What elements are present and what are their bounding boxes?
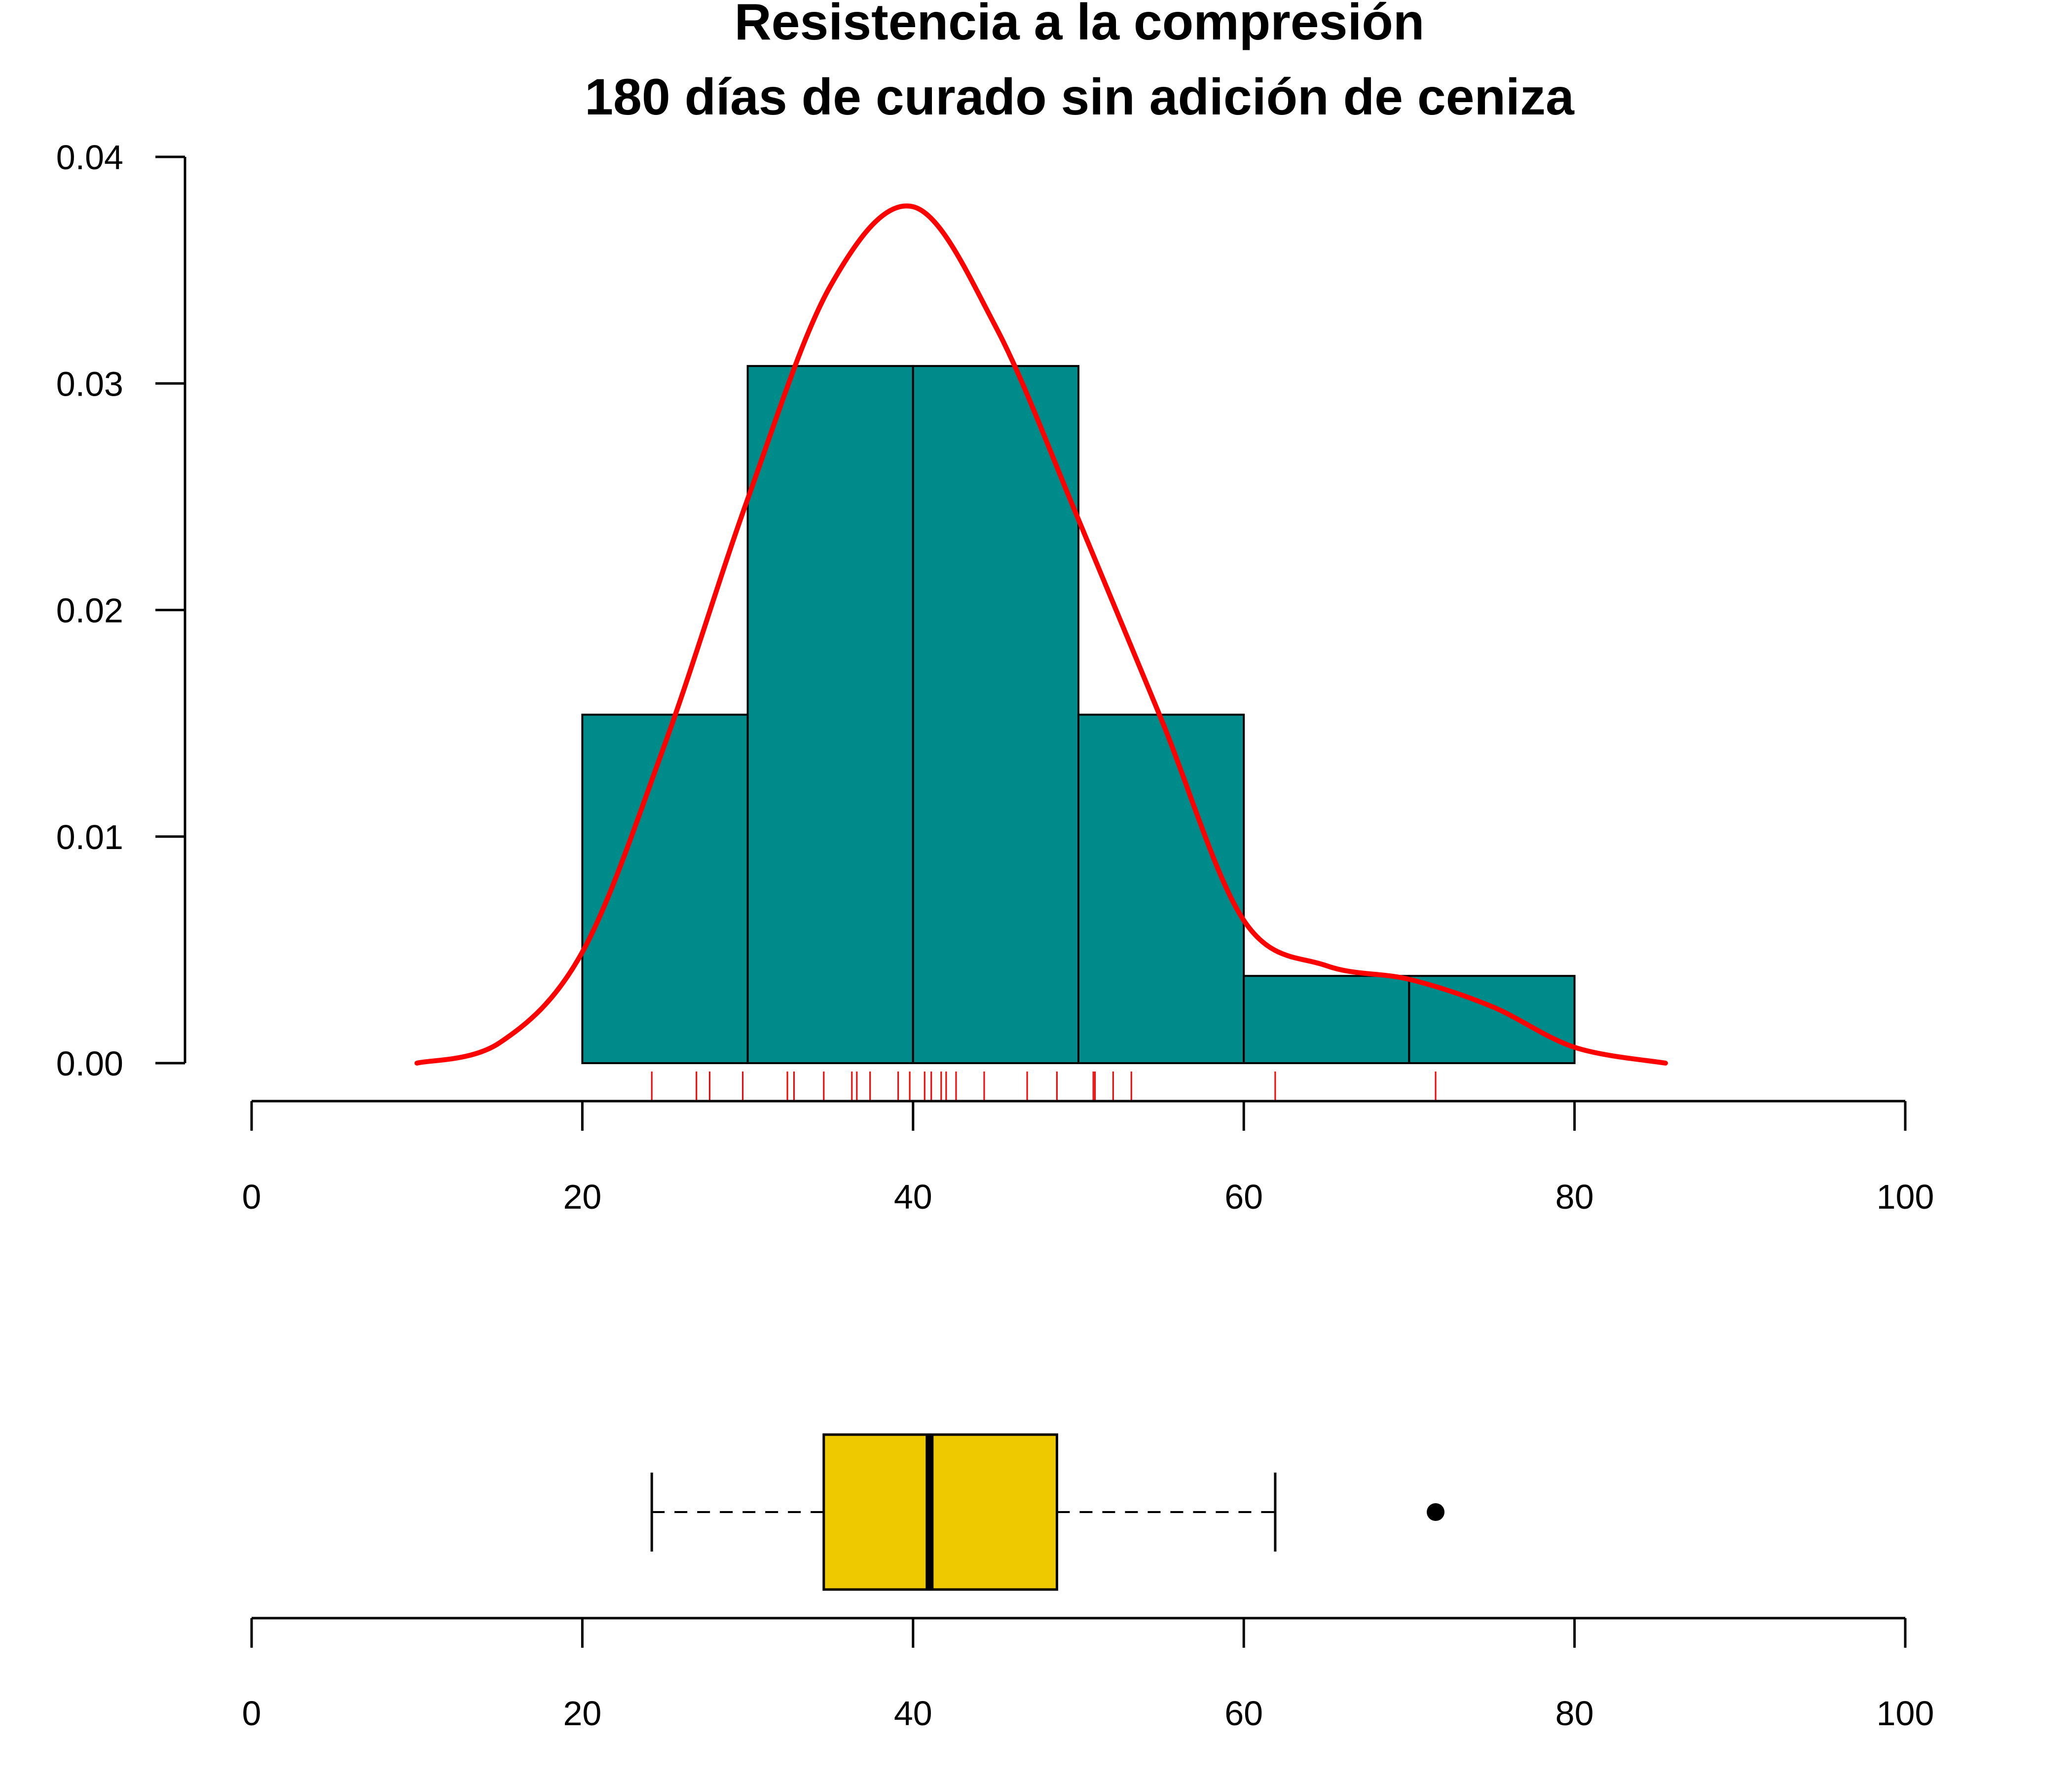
box-x-tick-label-5: 100: [1877, 1694, 1934, 1733]
histogram-bar-0: [581, 713, 749, 1064]
box-x-tick-label-0: 0: [242, 1694, 261, 1733]
histogram-y-axis: 0.00 0.01 0.02 0.03 0.04: [56, 138, 186, 1083]
histogram-bar-3: [1077, 713, 1245, 1064]
boxplot-x-axis: 0 20 40 60 80 100: [242, 1617, 1934, 1733]
density-curve: [414, 203, 1668, 1066]
histogram-bars: [581, 365, 1576, 1065]
box-x-tick-label-4: 80: [1555, 1694, 1594, 1733]
histogram-bar-4: [1243, 975, 1410, 1064]
histogram-bar-1: [746, 365, 914, 1065]
hist-x-tick-label-5: 100: [1877, 1178, 1934, 1216]
boxplot-box: [822, 1433, 1058, 1591]
hist-x-tick-label-2: 40: [894, 1178, 932, 1216]
y-tick-label-2: 0.02: [56, 592, 123, 630]
chart-subtitle: 180 días de curado sin adición de ceniza: [585, 69, 1575, 126]
hist-x-tick-label-3: 60: [1224, 1178, 1263, 1216]
y-tick-label-3: 0.03: [56, 365, 123, 403]
histogram-bar-2: [912, 365, 1080, 1065]
histogram-x-axis: 0 20 40 60 80 100: [242, 1100, 1934, 1216]
boxplot: [650, 1433, 1445, 1591]
y-tick-label-1: 0.01: [56, 818, 123, 856]
y-tick-label-0: 0.00: [56, 1044, 123, 1083]
hist-x-tick-label-0: 0: [242, 1178, 261, 1216]
box-x-tick-label-3: 60: [1224, 1694, 1263, 1733]
density-curve-layer: [414, 203, 1668, 1066]
box-x-tick-label-1: 20: [563, 1694, 601, 1733]
boxplot-outlier-0: [1427, 1503, 1445, 1521]
chart-title: Resistencia a la compresión: [735, 0, 1425, 51]
box-x-tick-label-2: 40: [894, 1694, 932, 1733]
rug-marks: [651, 1072, 1437, 1102]
histogram-bar-5: [1408, 975, 1576, 1064]
hist-x-tick-label-1: 20: [563, 1178, 601, 1216]
hist-x-tick-label-4: 80: [1555, 1178, 1594, 1216]
y-tick-label-4: 0.04: [56, 138, 123, 177]
